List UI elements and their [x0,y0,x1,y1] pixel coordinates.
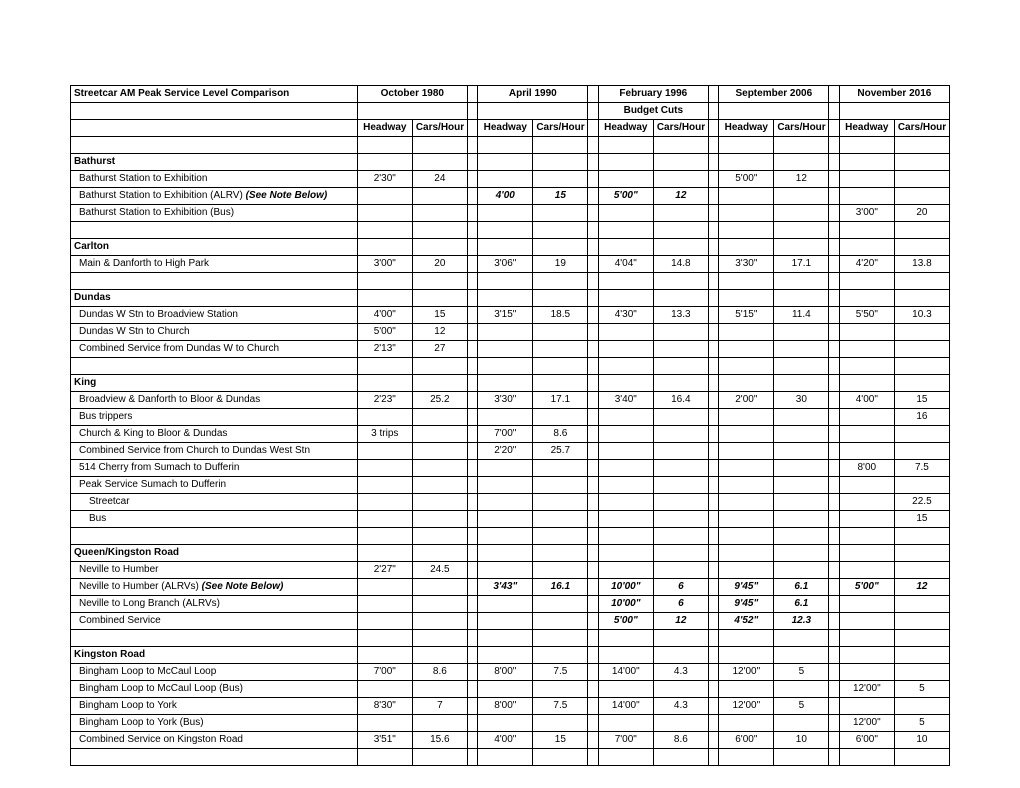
period-2-sub: Budget Cuts [598,103,708,120]
col-cars: Cars/Hour [412,120,467,137]
period-3: September 2006 [719,86,829,103]
table-row: Combined Service 5'00"12 4'52"12.3 [71,613,950,630]
table-row: Combined Service on Kingston Road 3'51"1… [71,732,950,749]
period-0: October 1980 [357,86,467,103]
table-row: Bathurst Station to Exhibition (Bus) 3'0… [71,205,950,222]
table-title: Streetcar AM Peak Service Level Comparis… [71,86,358,103]
table-row: Bus trippers 16 [71,409,950,426]
table-row: Main & Danforth to High Park 3'00"20 3'0… [71,256,950,273]
table-row: Bathurst Station to Exhibition 2'30"24 5… [71,171,950,188]
section-king: King [71,375,358,392]
period-4: November 2016 [839,86,949,103]
table-row: Bus 15 [71,511,950,528]
table-row: Bingham Loop to York (Bus) 12'00"5 [71,715,950,732]
section-kingston: Kingston Road [71,647,358,664]
table-row: Neville to Humber (ALRVs) (See Note Belo… [71,579,950,596]
table-row: Streetcar 22.5 [71,494,950,511]
period-1: April 1990 [478,86,588,103]
section-bathurst: Bathurst [71,154,358,171]
table-row: Bathurst Station to Exhibition (ALRV) (S… [71,188,950,205]
table-row: Peak Service Sumach to Dufferin [71,477,950,494]
col-headway: Headway [357,120,412,137]
table-row: Combined Service from Church to Dundas W… [71,443,950,460]
table-row: Bingham Loop to McCaul Loop 7'00"8.6 8'0… [71,664,950,681]
table-row: Church & King to Bloor & Dundas 3 trips … [71,426,950,443]
table-row: Bingham Loop to York 8'30"7 8'00"7.5 14'… [71,698,950,715]
section-dundas: Dundas [71,290,358,307]
period-2: February 1996 [598,86,708,103]
table-row: Broadview & Danforth to Bloor & Dundas 2… [71,392,950,409]
table-row: Neville to Long Branch (ALRVs) 10'00"6 9… [71,596,950,613]
table-row: 514 Cherry from Sumach to Dufferin 8'007… [71,460,950,477]
section-queen: Queen/Kingston Road [71,545,358,562]
table-row: Combined Service from Dundas W to Church… [71,341,950,358]
table-row: Dundas W Stn to Church 5'00"12 [71,324,950,341]
service-comparison-table: Streetcar AM Peak Service Level Comparis… [70,85,950,766]
table-row: Dundas W Stn to Broadview Station 4'00"1… [71,307,950,324]
table-row: Neville to Humber 2'27"24.5 [71,562,950,579]
section-carlton: Carlton [71,239,358,256]
table-row: Bingham Loop to McCaul Loop (Bus) 12'00"… [71,681,950,698]
